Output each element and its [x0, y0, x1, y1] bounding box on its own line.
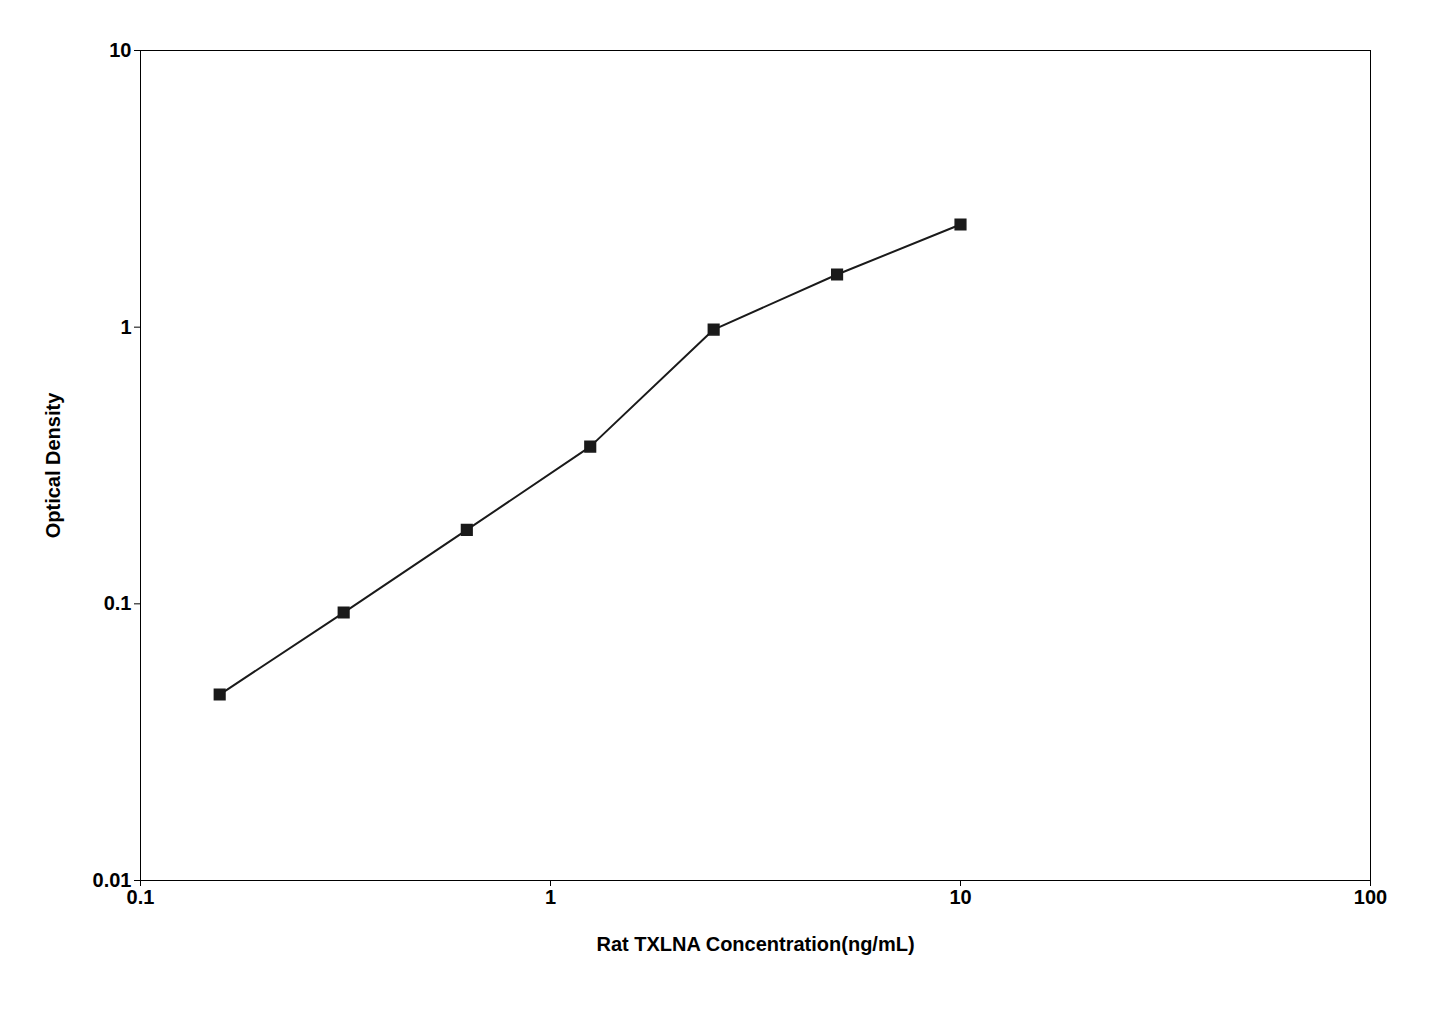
svg-text:100: 100 — [1354, 886, 1387, 908]
svg-text:0.1: 0.1 — [104, 592, 132, 614]
svg-text:0.01: 0.01 — [92, 868, 132, 891]
svg-text:1: 1 — [545, 886, 556, 908]
svg-text:10: 10 — [109, 39, 131, 61]
svg-text:Optical Density: Optical Density — [42, 392, 64, 538]
svg-text:1: 1 — [120, 316, 131, 338]
svg-text:0.1: 0.1 — [127, 886, 155, 908]
svg-text:10: 10 — [949, 886, 971, 908]
svg-text:Rat TXLNA Concentration(ng/mL): Rat TXLNA Concentration(ng/mL) — [596, 933, 914, 955]
